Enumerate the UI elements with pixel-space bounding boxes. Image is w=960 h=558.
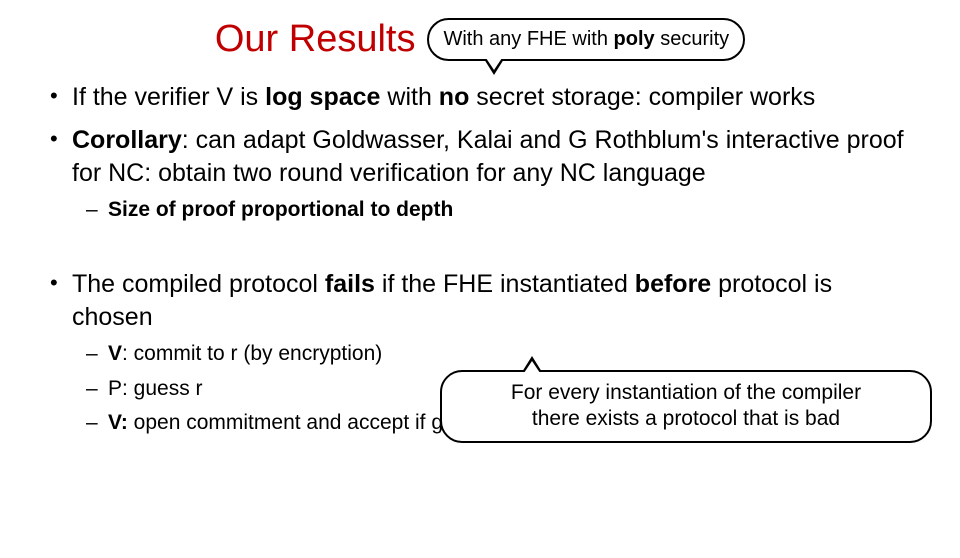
text-run: : commit to r (by encryption) bbox=[122, 342, 382, 365]
text-run: If the verifier V is bbox=[72, 83, 265, 111]
text-run: V: bbox=[108, 411, 128, 434]
text-run: Size of proof proportional to depth bbox=[108, 198, 453, 221]
callout-tail-fill bbox=[486, 58, 502, 70]
callout-top-post: security bbox=[655, 28, 729, 50]
text-run: no bbox=[439, 83, 470, 111]
callout-top-bold: poly bbox=[614, 28, 655, 50]
slide-title: Our Results bbox=[215, 18, 416, 61]
spacer bbox=[46, 234, 914, 268]
text-run: fails bbox=[325, 270, 382, 298]
text-run: : can adapt Goldwasser, Kalai and G Roth… bbox=[72, 126, 904, 187]
sub-list-item: Size of proof proportional to depth bbox=[72, 196, 914, 224]
text-run: secret storage: compiler works bbox=[469, 83, 815, 111]
text-run: The compiled protocol bbox=[72, 270, 325, 298]
callout-top-pre: With any FHE with bbox=[443, 28, 613, 50]
callout-bottom-line2: there exists a protocol that is bad bbox=[532, 407, 840, 430]
text-run: before bbox=[635, 270, 718, 298]
callout-tail-fill bbox=[524, 361, 540, 373]
list-item: If the verifier V is log space with no s… bbox=[46, 81, 914, 114]
sub-list-item: V: commit to r (by encryption) bbox=[72, 340, 914, 368]
callout-bottom-line1: For every instantiation of the compiler bbox=[511, 381, 861, 404]
text-run: log space bbox=[265, 83, 387, 111]
text-run: V bbox=[108, 342, 122, 365]
callout-bottom: For every instantiation of the compiler … bbox=[440, 370, 932, 443]
text-run: Corollary bbox=[72, 126, 182, 154]
text-run: if the FHE instantiated bbox=[382, 270, 635, 298]
list-item: Corollary: can adapt Goldwasser, Kalai a… bbox=[46, 124, 914, 224]
sub-list: Size of proof proportional to depth bbox=[72, 196, 914, 224]
text-run: P: guess r bbox=[108, 377, 203, 400]
callout-top: With any FHE with poly security bbox=[427, 18, 745, 61]
text-run: with bbox=[387, 83, 438, 111]
